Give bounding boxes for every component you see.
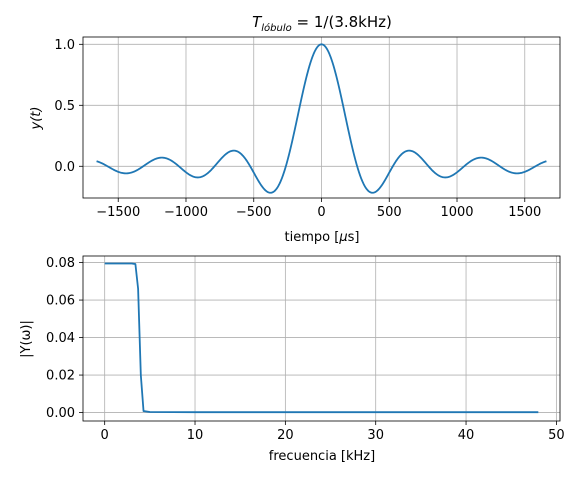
- y-tick-label: 0.04: [46, 331, 75, 346]
- y-tick-label: 0.5: [54, 99, 75, 114]
- x-tick-label: 30: [367, 428, 384, 443]
- x-tick-label: 0: [101, 428, 109, 443]
- chart-time-domain: −1500 −1000 −500 0 500 1000 1500 0.0 0.5 1.0 Tlób…: [29, 13, 561, 245]
- y-axis-label: |Y(ω)|: [19, 320, 34, 358]
- y-tick-label: 0.00: [46, 406, 75, 421]
- grid: [83, 256, 560, 421]
- y-tick-label: 0.0: [54, 160, 75, 175]
- y-tick-label: 0.02: [46, 369, 75, 384]
- x-tick-label: 40: [458, 428, 475, 443]
- x-tick-label: 50: [548, 428, 565, 443]
- x-tick-label: −500: [236, 205, 272, 220]
- x-axis-label: frecuencia [kHz]: [269, 449, 375, 464]
- axes-frame: [82, 36, 561, 199]
- x-tick-label: 20: [277, 428, 294, 443]
- y-tick-label: 1.0: [54, 38, 75, 53]
- chart-frequency-domain: 0 10 20 30 40 50 0.00 0.02 0.04 0.06 0.08 frecuenc…: [19, 255, 565, 464]
- series-line: [96, 43, 547, 194]
- x-tick-label: 10: [187, 428, 204, 443]
- y-tick-label: 0.06: [46, 294, 75, 309]
- x-tick-label: 500: [377, 205, 402, 220]
- x-tick-label: −1000: [164, 205, 208, 220]
- y-tick-label: 0.08: [46, 256, 75, 271]
- x-axis-label: tiempo [μs]: [285, 230, 360, 245]
- x-tick-label: 1000: [440, 205, 473, 220]
- ticks: 0 10 20 30 40 50 0.00 0.02 0.04 0.06 0.08: [46, 256, 565, 443]
- series-line: [104, 262, 539, 414]
- chart-title: Tlóbulo = 1/(3.8kHz): [252, 13, 392, 34]
- y-axis-label: y(t): [29, 107, 44, 131]
- ticks: −1500 −1000 −500 0 500 1000 1500 0.0 0.5 1.0: [54, 38, 541, 220]
- x-tick-label: 0: [317, 205, 325, 220]
- x-tick-label: −1500: [96, 205, 140, 220]
- grid: [83, 37, 560, 198]
- axes-frame: [82, 255, 561, 422]
- x-tick-label: 1500: [508, 205, 541, 220]
